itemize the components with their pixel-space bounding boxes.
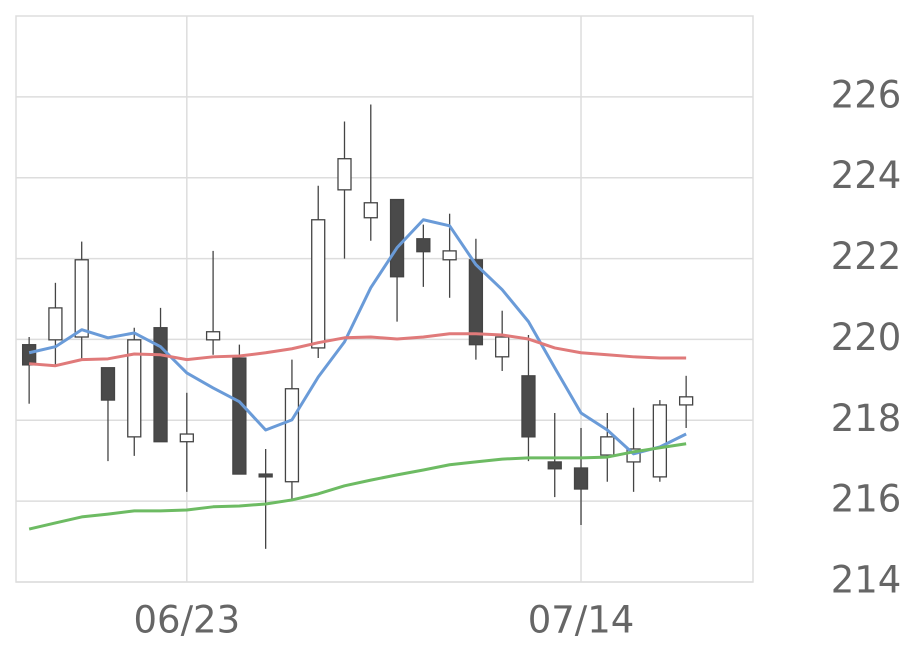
- candle-body: [74, 259, 89, 338]
- candle-body: [205, 331, 221, 341]
- candle-body: [21, 344, 37, 366]
- moving-average-line: [28, 442, 687, 531]
- y-tick-label: 216: [831, 478, 902, 521]
- x-tick-label: 07/14: [528, 599, 635, 642]
- candle-body: [311, 219, 326, 349]
- candle-body: [100, 367, 116, 401]
- candle-body: [573, 467, 589, 490]
- moving-average-line: [29, 332, 687, 368]
- candle-body: [521, 375, 536, 438]
- candle-body: [468, 259, 484, 346]
- y-tick-label: 218: [831, 397, 902, 440]
- candle-body: [442, 250, 457, 261]
- x-tick-label: 06/23: [133, 599, 240, 642]
- candle-body: [363, 202, 378, 219]
- y-tick-label: 226: [831, 73, 902, 116]
- candle-body: [389, 198, 405, 278]
- candle-body: [547, 461, 562, 470]
- plot-frame: [15, 15, 754, 583]
- candle-body: [337, 158, 352, 191]
- y-tick-label: 220: [831, 316, 902, 359]
- candle-body: [258, 473, 273, 478]
- candle-body: [284, 388, 300, 483]
- y-tick-label: 222: [831, 235, 902, 278]
- candle-body: [127, 339, 142, 438]
- y-tick-label: 224: [831, 154, 902, 197]
- candle-body: [179, 433, 194, 443]
- candle-body: [678, 396, 694, 406]
- candle-body: [600, 436, 615, 456]
- candle-body: [232, 357, 247, 475]
- candle-body: [48, 307, 63, 341]
- candle-body: [416, 238, 431, 253]
- moving-average-line: [28, 218, 687, 456]
- candle-body: [495, 336, 510, 358]
- candle-body: [652, 404, 668, 478]
- y-tick-label: 214: [831, 559, 902, 602]
